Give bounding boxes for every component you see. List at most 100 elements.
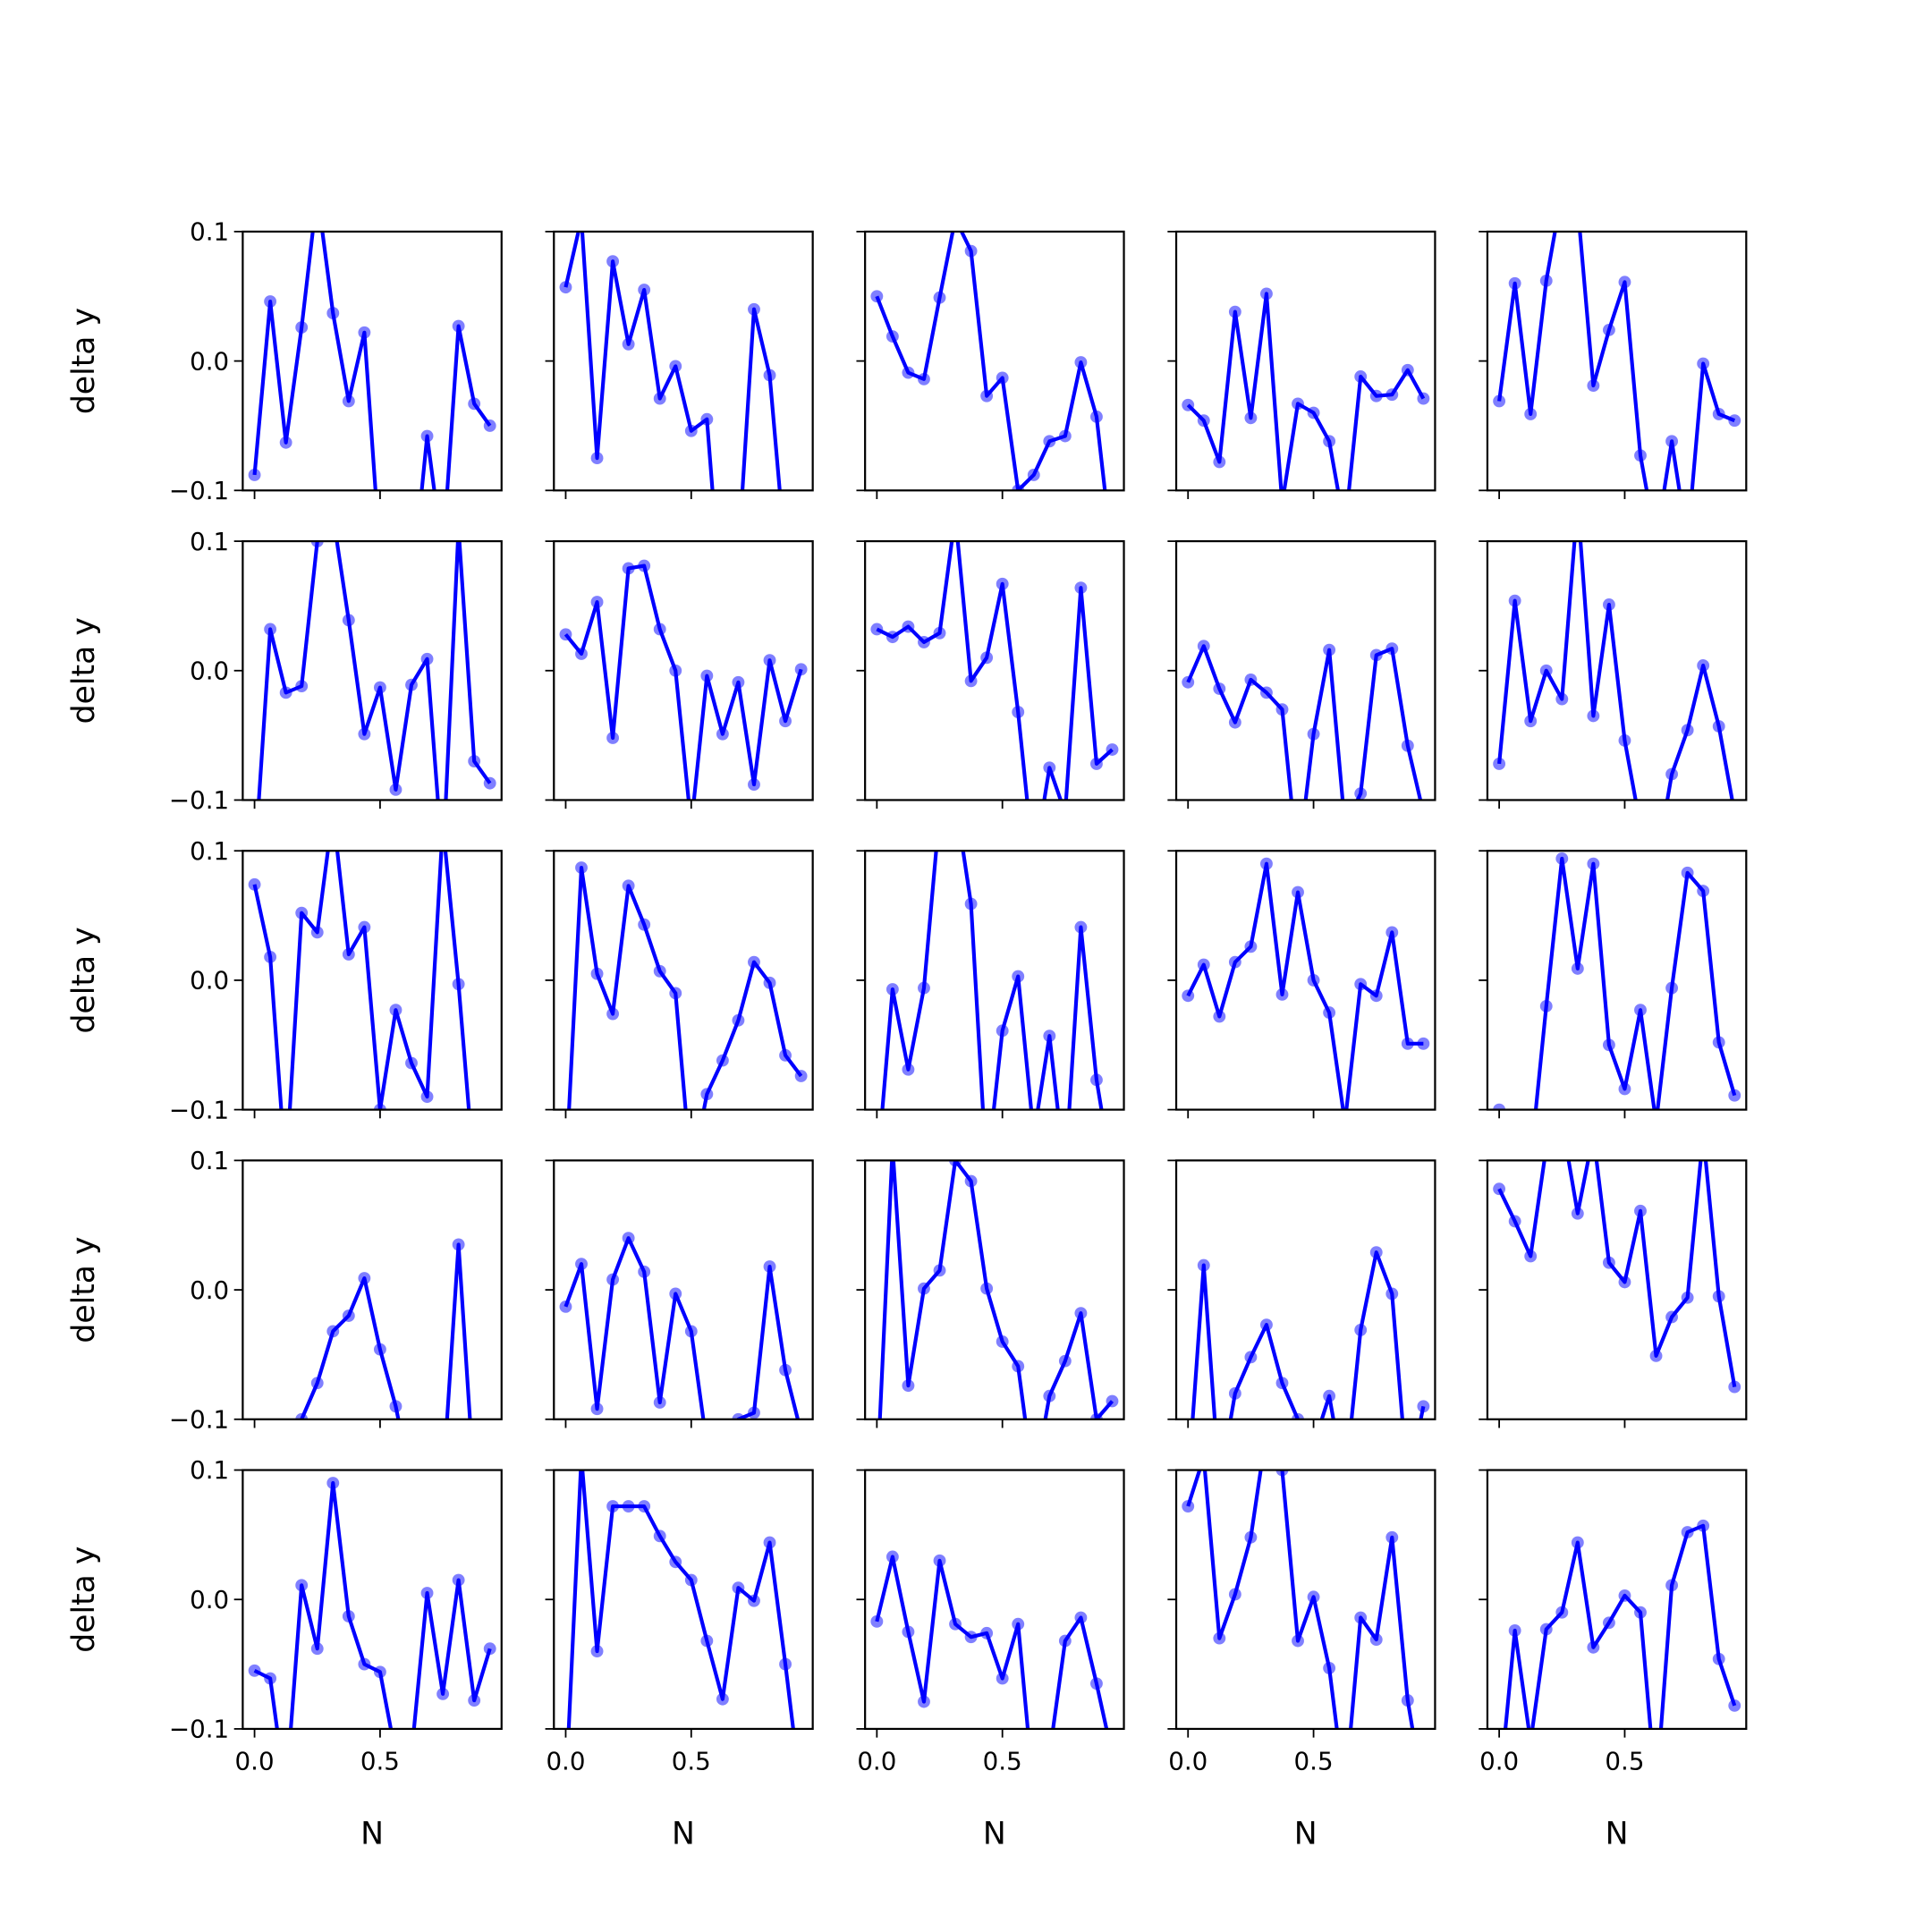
marker <box>1555 187 1568 199</box>
marker <box>358 920 371 934</box>
marker <box>1244 411 1258 425</box>
marker <box>358 1272 371 1284</box>
marker <box>748 955 760 969</box>
marker <box>1493 758 1506 770</box>
marker <box>1244 940 1258 953</box>
marker <box>390 614 402 626</box>
marker <box>622 562 635 575</box>
marker <box>732 675 745 689</box>
subplot: 0.0 0.5 N <box>545 1469 814 1852</box>
marker <box>1228 1588 1241 1601</box>
marker <box>1540 1141 1553 1154</box>
marker <box>248 469 261 481</box>
marker <box>295 906 309 919</box>
marker <box>560 1168 572 1181</box>
axes-frame <box>864 850 1125 1111</box>
marker <box>716 1054 729 1067</box>
marker <box>1665 435 1679 448</box>
marker <box>933 1264 946 1277</box>
marker <box>1308 1439 1320 1452</box>
marker <box>870 1168 883 1181</box>
marker <box>870 623 884 636</box>
marker <box>1213 682 1226 695</box>
marker <box>964 244 978 258</box>
marker <box>1307 1590 1320 1604</box>
marker <box>1401 1694 1414 1707</box>
x-tick-label: 0.0 <box>857 1747 896 1776</box>
marker <box>1555 852 1569 865</box>
line <box>300 1242 472 1419</box>
marker <box>1228 716 1241 729</box>
marker <box>1043 1749 1055 1761</box>
marker <box>684 424 698 437</box>
x-tick-label: 0.0 <box>1168 1747 1208 1776</box>
marker <box>279 686 292 699</box>
marker <box>1571 1207 1584 1220</box>
marker <box>389 783 402 796</box>
marker <box>1028 1130 1040 1142</box>
marker <box>918 1282 930 1295</box>
marker <box>870 290 884 303</box>
marker <box>748 302 760 316</box>
marker <box>653 392 666 405</box>
marker <box>795 614 808 626</box>
marker <box>1369 989 1383 1003</box>
marker <box>373 681 386 694</box>
marker <box>606 1007 620 1021</box>
x-tick-label: 0.5 <box>1605 1747 1644 1776</box>
y-tick-label: −0.1 <box>169 1404 229 1434</box>
marker <box>1417 807 1429 819</box>
x-tick-label: 0.0 <box>1479 1747 1519 1776</box>
marker <box>1417 392 1430 405</box>
marker <box>1402 1478 1414 1490</box>
y-axis-label: delta y <box>66 308 102 414</box>
marker <box>1213 1631 1226 1645</box>
line <box>252 851 471 1110</box>
marker <box>1058 1354 1072 1368</box>
marker <box>1369 1246 1383 1259</box>
marker <box>1354 978 1368 991</box>
marker <box>653 623 666 636</box>
marker <box>1354 787 1368 801</box>
marker <box>264 623 277 636</box>
marker <box>716 727 729 741</box>
marker <box>732 1013 745 1027</box>
axes-frame <box>242 230 503 492</box>
marker <box>590 1402 604 1416</box>
axes-frame <box>864 230 1125 492</box>
marker <box>374 549 386 562</box>
subplot <box>1479 187 1748 499</box>
marker <box>669 1287 682 1301</box>
marker <box>1354 1324 1368 1336</box>
axes-frame <box>1174 850 1436 1111</box>
marker <box>1401 739 1414 752</box>
marker <box>870 1614 884 1628</box>
axes-frame <box>1486 1159 1748 1420</box>
marker <box>452 1573 465 1587</box>
marker <box>280 1478 292 1490</box>
marker <box>1369 1633 1383 1647</box>
marker <box>1228 955 1241 969</box>
marker <box>1587 857 1600 870</box>
marker <box>1712 1652 1725 1665</box>
marker <box>1665 981 1679 995</box>
marker <box>1524 1250 1538 1263</box>
line <box>876 541 1114 801</box>
subplot: −0.1 0.0 0.1 delta y <box>66 217 503 626</box>
subplot: −0.1 0.0 0.1 delta y <box>66 1146 503 1490</box>
marker <box>1198 1451 1210 1463</box>
marker <box>1074 1307 1088 1320</box>
marker <box>1275 987 1289 1001</box>
marker <box>264 1672 277 1685</box>
plot-area <box>248 1477 496 1729</box>
x-tick-label: 0.5 <box>360 1747 400 1776</box>
marker <box>779 715 792 728</box>
plot-area <box>1182 1451 1415 1729</box>
marker <box>886 983 899 996</box>
marker <box>716 614 729 626</box>
marker <box>1292 1634 1304 1648</box>
marker <box>1401 1037 1414 1050</box>
marker <box>779 1657 792 1671</box>
marker <box>949 1617 962 1631</box>
marker <box>1539 999 1553 1013</box>
